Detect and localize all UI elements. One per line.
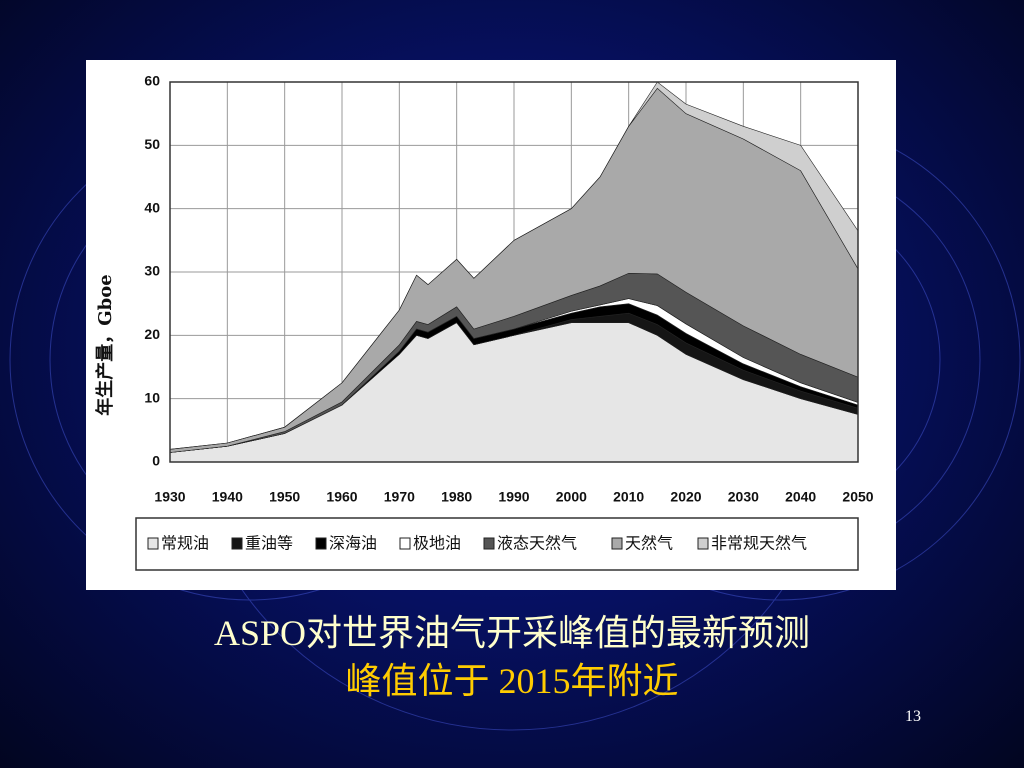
y-tick-label: 0 xyxy=(152,453,160,469)
y-axis-label: 年生产量，Gboe xyxy=(94,274,116,415)
plot-frame xyxy=(169,81,859,463)
x-tick-label: 1980 xyxy=(441,489,472,505)
legend-text: 非常规天然气 xyxy=(711,534,807,553)
x-tick-label: 2020 xyxy=(670,489,701,505)
legend-text: 天然气 xyxy=(625,534,673,553)
y-tick-label: 60 xyxy=(144,73,160,89)
legend-text: 深海油 xyxy=(329,534,377,553)
x-tick-label: 1970 xyxy=(384,489,415,505)
x-tick-label: 1930 xyxy=(154,489,185,505)
legend-swatch xyxy=(611,537,623,550)
x-tick-label: 2030 xyxy=(728,489,759,505)
x-tick-label: 2010 xyxy=(613,489,644,505)
y-tick-label: 50 xyxy=(144,136,160,152)
x-tick-label: 1940 xyxy=(212,489,243,505)
y-tick-label: 30 xyxy=(144,263,160,279)
y-tick-label: 10 xyxy=(144,389,160,405)
slide-title: ASPO对世界油气开采峰值的最新预测 xyxy=(213,613,811,653)
x-tick-label: 1950 xyxy=(269,489,300,505)
legend-box xyxy=(135,517,859,571)
y-tick-label: 20 xyxy=(144,326,160,342)
legend-swatch xyxy=(231,537,243,550)
legend-swatch xyxy=(147,537,159,550)
legend-swatch xyxy=(399,537,411,550)
slide-subtitle: 峰值位于 2015年附近 xyxy=(345,661,679,701)
legend-text: 重油等 xyxy=(245,534,293,553)
y-tick-label: 40 xyxy=(144,199,160,215)
legend-swatch xyxy=(483,537,495,550)
x-tick-label: 2050 xyxy=(842,489,873,505)
x-tick-label: 1960 xyxy=(326,489,357,505)
legend-text: 液态天然气 xyxy=(497,534,577,553)
legend-text: 极地油 xyxy=(413,534,461,553)
legend-swatch xyxy=(697,537,709,550)
legend-text: 常规油 xyxy=(161,534,209,553)
chart-panel: 年生产量，Gboe 0 10 20 30 40 50 60 1930 1940 1950 1960 1… xyxy=(86,60,896,590)
x-tick-label: 2000 xyxy=(556,489,587,505)
x-tick-label: 1990 xyxy=(498,489,529,505)
x-tick-label: 2040 xyxy=(785,489,816,505)
legend-swatch xyxy=(315,537,327,550)
page-number: 13 xyxy=(905,708,921,725)
